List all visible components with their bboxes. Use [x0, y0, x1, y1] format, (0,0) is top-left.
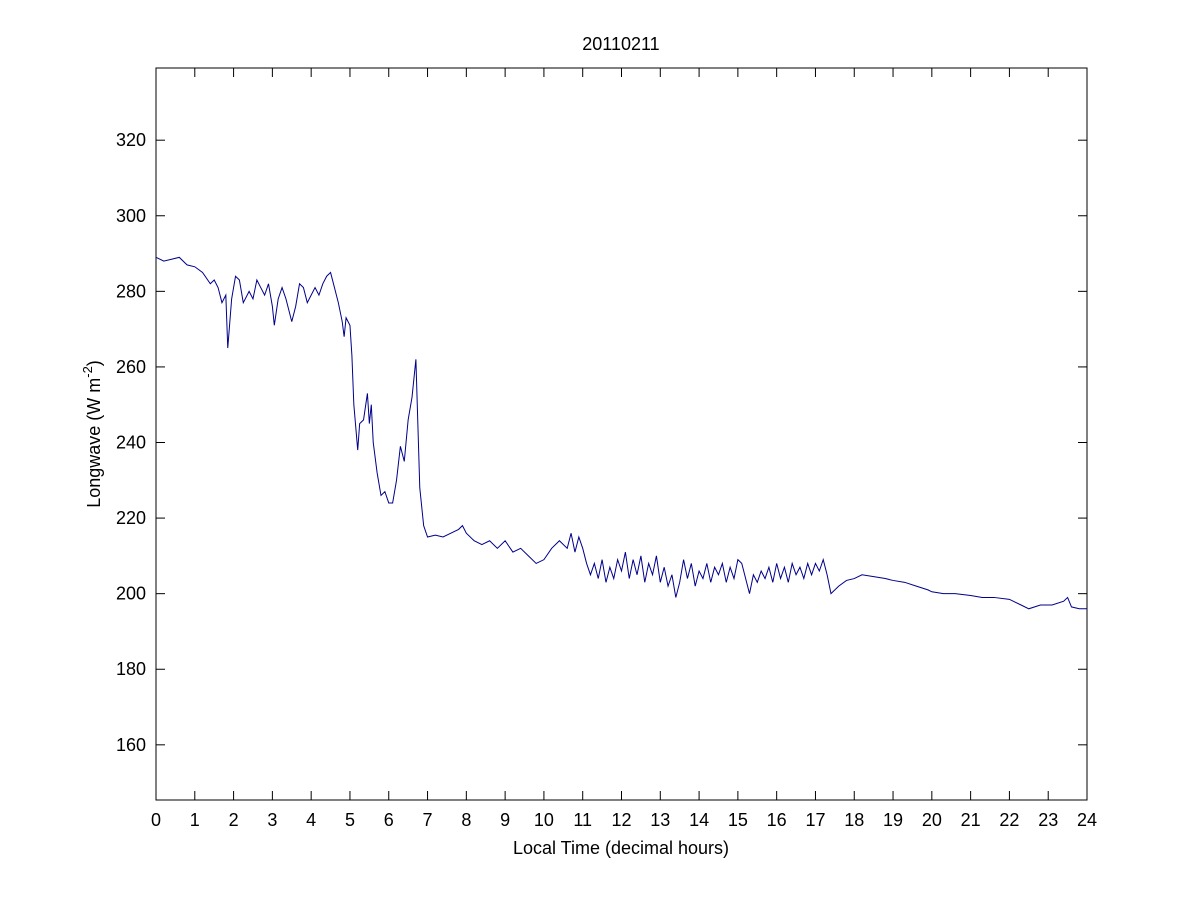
y-axis-label-main: Longwave (W m — [84, 378, 104, 508]
x-tick-label: 10 — [534, 810, 554, 830]
x-tick-label: 15 — [728, 810, 748, 830]
plot-frame — [155, 67, 1088, 801]
y-tick-label: 200 — [116, 584, 146, 604]
x-tick-label: 21 — [961, 810, 981, 830]
x-axis-label: Local Time (decimal hours) — [513, 838, 729, 858]
x-tick-label: 14 — [689, 810, 709, 830]
y-tick-label: 220 — [116, 508, 146, 528]
x-tick-label: 23 — [1038, 810, 1058, 830]
data-line — [155, 256, 1087, 610]
x-tick-label: 16 — [767, 810, 787, 830]
y-tick-label: 260 — [116, 357, 146, 377]
x-tick-label: 20 — [922, 810, 942, 830]
x-tick-label: 17 — [805, 810, 825, 830]
x-tick-label: 5 — [345, 810, 355, 830]
y-tick-label: 300 — [116, 206, 146, 226]
x-tick-label: 4 — [306, 810, 316, 830]
y-axis-label-close: ) — [84, 360, 104, 366]
x-tick-label: 19 — [883, 810, 903, 830]
x-tick-label: 1 — [190, 810, 200, 830]
y-tick-label: 320 — [116, 130, 146, 150]
x-tick-label: 0 — [151, 810, 161, 830]
x-tick-label: 7 — [423, 810, 433, 830]
y-axis-label-superscript: -2 — [80, 366, 95, 378]
x-tick-label: 13 — [650, 810, 670, 830]
x-tick-label: 2 — [229, 810, 239, 830]
x-tick-label: 24 — [1077, 810, 1097, 830]
x-tick-label: 3 — [267, 810, 277, 830]
y-tick-label: 240 — [116, 433, 146, 453]
x-tick-label: 18 — [844, 810, 864, 830]
y-tick-label: 160 — [116, 735, 146, 755]
x-tick-label: 9 — [500, 810, 510, 830]
y-tick-label: 180 — [116, 659, 146, 679]
x-tick-label: 8 — [461, 810, 471, 830]
x-tick-label: 11 — [573, 810, 592, 830]
y-tick-label: 280 — [116, 281, 146, 301]
x-tick-label: 22 — [999, 810, 1019, 830]
y-axis-label: Longwave (W m-2) — [80, 360, 104, 508]
x-tick-label: 6 — [384, 810, 394, 830]
chart-title: 20110211 — [582, 34, 659, 54]
x-tick-label: 12 — [611, 810, 631, 830]
